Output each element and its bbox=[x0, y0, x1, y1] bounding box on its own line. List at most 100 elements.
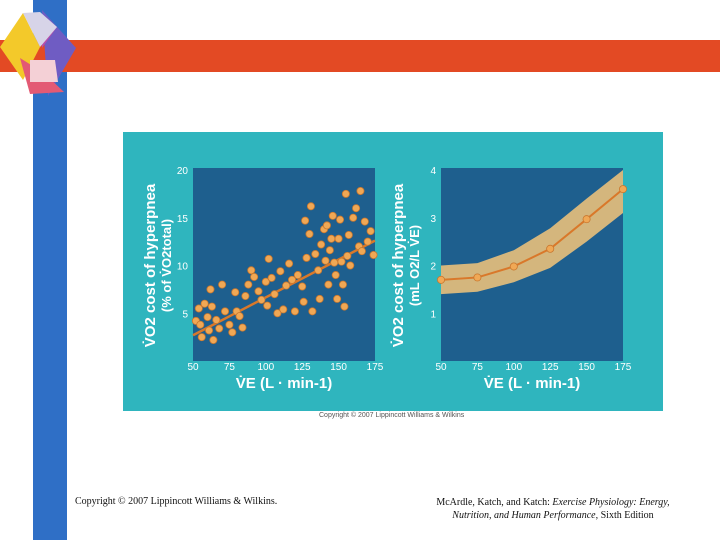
left-chart-data-point bbox=[338, 280, 347, 289]
copyright-caption: Copyright © 2007 Lippincott Williams & W… bbox=[75, 496, 278, 507]
left-chart-data-point bbox=[331, 271, 340, 280]
right-chart-y-axis-label: V̇O2 cost of hyperpnea bbox=[390, 183, 407, 347]
left-chart-y-tick-label: 5 bbox=[182, 309, 188, 320]
left-chart-data-point bbox=[327, 234, 336, 243]
left-chart-data-point bbox=[346, 261, 355, 270]
left-chart-data-point bbox=[282, 281, 291, 290]
right-chart-y-tick-label: 3 bbox=[430, 214, 436, 225]
left-chart-data-point bbox=[254, 287, 263, 296]
citation-title: Exercise Physiology: Energy, Nutrition, … bbox=[452, 497, 670, 521]
left-chart-data-point bbox=[196, 320, 205, 329]
left-chart-data-point bbox=[360, 217, 369, 226]
figure-panel: 50 75 100 125 150 175 5 10 15 20 V̇E (L · min-1) V̇… bbox=[123, 132, 663, 419]
right-chart-y-axis-sublabel: (mL O2/L V̇E) bbox=[407, 225, 422, 306]
left-chart-x-tick-label: 150 bbox=[330, 362, 347, 373]
left-chart-data-point bbox=[264, 254, 273, 263]
left-chart-data-point bbox=[212, 315, 221, 324]
right-chart-x-tick-label: 75 bbox=[472, 362, 484, 373]
left-chart-data-point bbox=[205, 326, 214, 335]
left-chart-data-point bbox=[263, 301, 272, 310]
left-chart-data-point bbox=[221, 307, 230, 316]
left-chart-data-point bbox=[306, 202, 315, 211]
left-chart-y-axis-sublabel: (% of V̇O2total) bbox=[159, 219, 174, 312]
right-chart-x-tick-label: 100 bbox=[505, 362, 522, 373]
book-citation: McArdle, Katch, and Katch: Exercise Phys… bbox=[423, 496, 683, 522]
left-chart-data-point bbox=[197, 333, 206, 342]
left-chart-data-point bbox=[343, 251, 352, 260]
left-chart-data-point bbox=[267, 273, 276, 282]
left-chart-data-point bbox=[336, 215, 345, 224]
left-chart-data-point bbox=[279, 305, 288, 314]
left-chart-data-point bbox=[228, 328, 237, 337]
left-chart-data-point bbox=[314, 266, 323, 275]
left-chart-data-point bbox=[200, 299, 209, 308]
citation-authors: McArdle, Katch, and Katch: bbox=[436, 497, 553, 508]
left-chart-data-point bbox=[301, 216, 310, 225]
right-chart-x-tick-label: 175 bbox=[615, 362, 632, 373]
right-chart-x-tick-label: 150 bbox=[578, 362, 595, 373]
left-chart-x-tick-label: 50 bbox=[187, 362, 199, 373]
left-chart-data-point bbox=[218, 280, 227, 289]
left-chart-y-axis-label: V̇O2 cost of hyperpnea bbox=[142, 183, 159, 347]
right-chart-series-line bbox=[440, 188, 624, 281]
figure-copyright: Copyright © 2007 Lippincott Williams & W… bbox=[319, 411, 465, 419]
left-chart-data-point bbox=[261, 277, 270, 286]
left-chart-data-point bbox=[206, 285, 215, 294]
left-plot-area bbox=[193, 168, 375, 361]
left-chart-data-point bbox=[340, 302, 349, 311]
red-header-band bbox=[0, 40, 720, 72]
left-chart-data-point bbox=[321, 256, 330, 265]
left-chart-data-point bbox=[250, 272, 259, 281]
left-chart-data-point bbox=[273, 309, 282, 318]
right-chart-data-point bbox=[582, 215, 591, 224]
left-chart-x-tick-label: 125 bbox=[294, 362, 311, 373]
left-chart-data-point bbox=[311, 250, 320, 259]
left-chart-data-point bbox=[215, 324, 224, 333]
left-chart-data-point bbox=[231, 288, 240, 297]
left-chart-data-point bbox=[317, 240, 326, 249]
left-chart-data-point bbox=[333, 294, 342, 303]
left-chart-x-tick-label: 75 bbox=[224, 362, 236, 373]
right-chart-y-tick-label: 1 bbox=[430, 309, 436, 320]
left-chart-data-point bbox=[235, 312, 244, 321]
right-chart-confidence-band bbox=[441, 170, 623, 295]
left-chart-data-point bbox=[299, 297, 308, 306]
left-chart-data-point bbox=[290, 307, 299, 316]
left-chart-data-point bbox=[366, 227, 375, 236]
left-chart-x-axis-label: V̇E (L · min-1) bbox=[236, 375, 332, 392]
right-chart-x-tick-label: 50 bbox=[435, 362, 447, 373]
left-chart-data-point bbox=[203, 313, 212, 322]
left-chart-y-tick-label: 15 bbox=[177, 214, 189, 225]
right-chart-y-tick-label: 2 bbox=[430, 262, 436, 273]
slide-logo bbox=[0, 10, 76, 96]
left-chart-data-point bbox=[330, 258, 339, 267]
left-chart-data-point bbox=[357, 247, 366, 256]
left-chart-data-point bbox=[322, 221, 331, 230]
left-chart-data-point bbox=[244, 280, 253, 289]
left-chart-data-point bbox=[341, 189, 350, 198]
right-chart-data-point bbox=[546, 244, 555, 253]
left-chart-x-tick-label: 100 bbox=[257, 362, 274, 373]
left-chart-data-point bbox=[207, 302, 216, 311]
right-chart-x-axis-label: V̇E (L · min-1) bbox=[484, 375, 580, 392]
left-chart-data-point bbox=[349, 213, 358, 222]
left-chart-data-point bbox=[302, 253, 311, 262]
left-chart-data-point bbox=[276, 267, 285, 276]
left-chart-y-tick-label: 10 bbox=[177, 262, 189, 273]
left-chart-data-point bbox=[298, 282, 307, 291]
left-chart-data-point bbox=[337, 257, 346, 266]
left-chart-data-point bbox=[247, 266, 256, 275]
left-chart-data-point bbox=[328, 211, 337, 220]
left-chart-data-point bbox=[334, 234, 343, 243]
right-chart-y-tick-label: 4 bbox=[430, 166, 436, 177]
left-chart-data-point bbox=[325, 246, 334, 255]
left-chart-data-point bbox=[288, 275, 297, 284]
right-chart-x-tick-label: 125 bbox=[542, 362, 559, 373]
right-chart-data-point bbox=[618, 185, 627, 194]
right-chart-data-point bbox=[436, 275, 445, 284]
left-chart-data-point bbox=[270, 290, 279, 299]
left-chart-data-point bbox=[257, 295, 266, 304]
left-chart-y-tick-label: 20 bbox=[177, 166, 189, 177]
left-chart-x-tick-label: 175 bbox=[367, 362, 384, 373]
left-chart-data-point bbox=[308, 307, 317, 316]
